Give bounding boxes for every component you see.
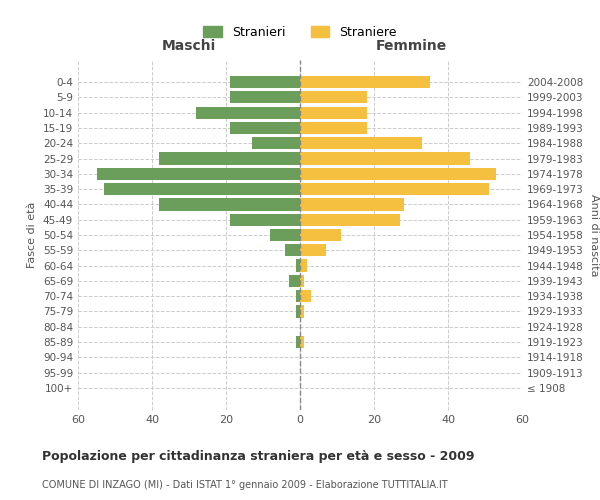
Bar: [300, 168, 496, 180]
Bar: [300, 137, 422, 149]
Bar: [300, 229, 341, 241]
Text: COMUNE DI INZAGO (MI) - Dati ISTAT 1° gennaio 2009 - Elaborazione TUTTITALIA.IT: COMUNE DI INZAGO (MI) - Dati ISTAT 1° ge…: [42, 480, 448, 490]
Bar: [296, 336, 300, 348]
Bar: [300, 306, 304, 318]
Bar: [300, 214, 400, 226]
Bar: [289, 275, 300, 287]
Bar: [296, 260, 300, 272]
Text: Femmine: Femmine: [376, 39, 446, 53]
Bar: [300, 336, 304, 348]
Bar: [300, 76, 430, 88]
Bar: [300, 183, 488, 195]
Bar: [296, 290, 300, 302]
Bar: [300, 122, 367, 134]
Text: Maschi: Maschi: [162, 39, 216, 53]
Text: Popolazione per cittadinanza straniera per età e sesso - 2009: Popolazione per cittadinanza straniera p…: [42, 450, 475, 463]
Bar: [97, 168, 300, 180]
Bar: [230, 76, 300, 88]
Bar: [196, 106, 300, 118]
Bar: [160, 152, 300, 164]
Y-axis label: Anni di nascita: Anni di nascita: [589, 194, 599, 276]
Y-axis label: Fasce di età: Fasce di età: [28, 202, 37, 268]
Bar: [104, 183, 300, 195]
Bar: [300, 244, 326, 256]
Bar: [300, 106, 367, 118]
Bar: [300, 91, 367, 104]
Bar: [230, 214, 300, 226]
Bar: [160, 198, 300, 210]
Bar: [230, 122, 300, 134]
Bar: [300, 152, 470, 164]
Bar: [300, 290, 311, 302]
Legend: Stranieri, Straniere: Stranieri, Straniere: [198, 20, 402, 44]
Bar: [296, 306, 300, 318]
Bar: [285, 244, 300, 256]
Bar: [300, 198, 404, 210]
Bar: [271, 229, 300, 241]
Bar: [300, 260, 307, 272]
Bar: [300, 275, 304, 287]
Bar: [230, 91, 300, 104]
Bar: [252, 137, 300, 149]
